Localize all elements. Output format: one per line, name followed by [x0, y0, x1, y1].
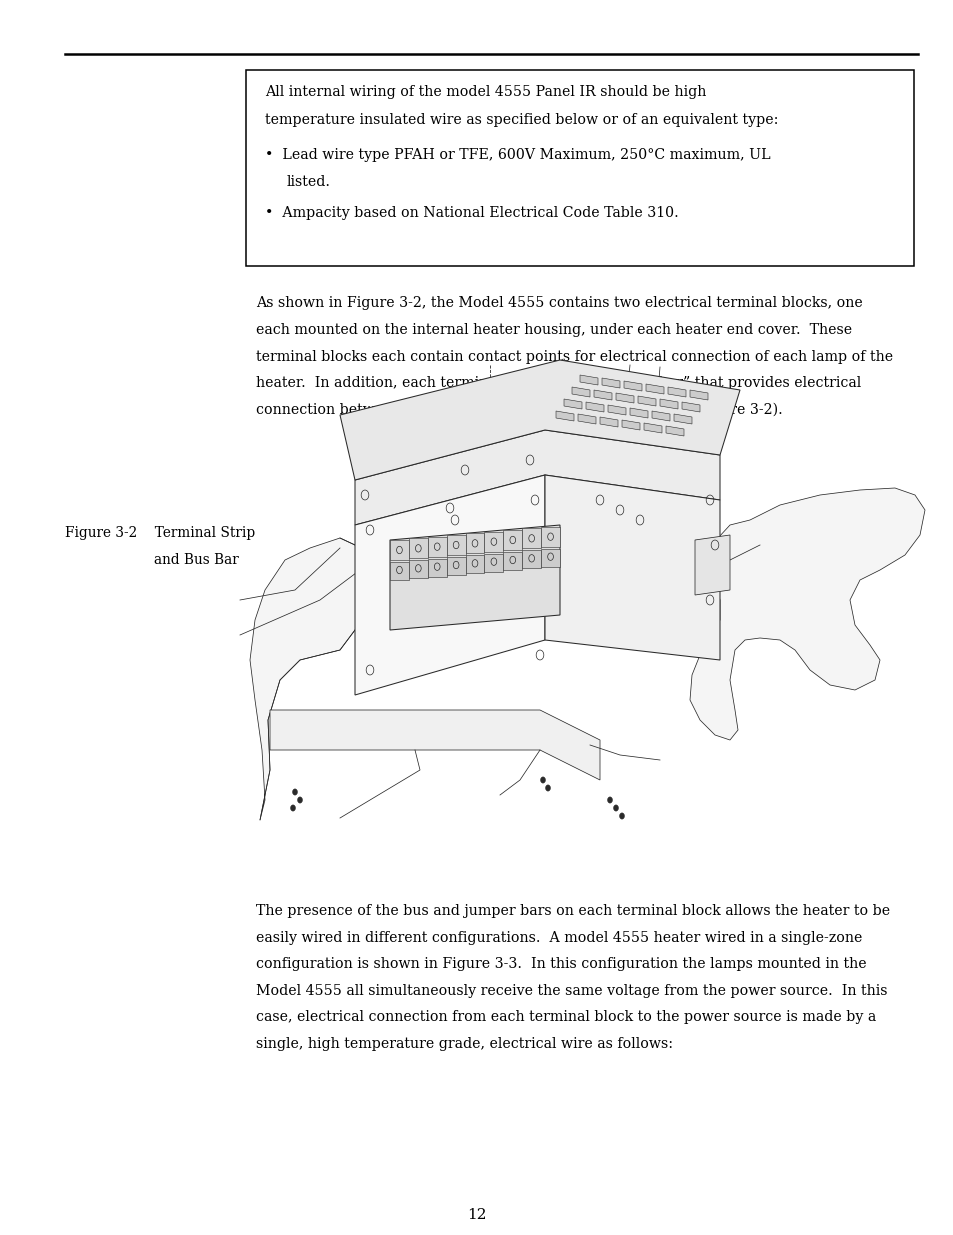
Polygon shape	[667, 387, 685, 396]
Polygon shape	[638, 396, 656, 406]
Circle shape	[297, 797, 302, 803]
Polygon shape	[427, 537, 446, 557]
Polygon shape	[695, 535, 729, 595]
Circle shape	[607, 797, 612, 803]
Polygon shape	[484, 553, 503, 572]
Polygon shape	[599, 417, 618, 427]
Polygon shape	[409, 561, 427, 578]
Polygon shape	[270, 710, 599, 781]
Text: Figure 3-2    Terminal Strip: Figure 3-2 Terminal Strip	[65, 526, 254, 540]
Polygon shape	[540, 548, 559, 567]
Polygon shape	[446, 557, 465, 576]
Circle shape	[618, 813, 623, 819]
Polygon shape	[521, 551, 540, 568]
Circle shape	[545, 785, 550, 792]
Polygon shape	[556, 411, 574, 421]
Polygon shape	[681, 403, 700, 412]
Circle shape	[540, 777, 545, 783]
Polygon shape	[465, 534, 484, 553]
Polygon shape	[390, 562, 409, 580]
Text: configuration is shown in Figure 3-3.  In this configuration the lamps mounted i: configuration is shown in Figure 3-3. In…	[255, 957, 865, 971]
Polygon shape	[579, 375, 598, 385]
Circle shape	[293, 789, 297, 795]
Text: single, high temperature grade, electrical wire as follows:: single, high temperature grade, electric…	[255, 1037, 672, 1051]
Polygon shape	[427, 558, 446, 577]
Polygon shape	[563, 399, 581, 409]
Polygon shape	[578, 414, 596, 424]
Text: •  Ampacity based on National Electrical Code Table 310.: • Ampacity based on National Electrical …	[265, 206, 679, 220]
Polygon shape	[594, 390, 612, 400]
Polygon shape	[585, 403, 603, 412]
Text: easily wired in different configurations.  A model 4555 heater wired in a single: easily wired in different configurations…	[255, 931, 862, 945]
Text: each mounted on the internal heater housing, under each heater end cover.  These: each mounted on the internal heater hous…	[255, 324, 851, 337]
Polygon shape	[689, 488, 924, 740]
Polygon shape	[643, 424, 661, 433]
Polygon shape	[621, 420, 639, 430]
Polygon shape	[645, 384, 663, 394]
Text: connection between all contact points on the terminal block (Figure 3-2).: connection between all contact points on…	[255, 403, 781, 417]
Polygon shape	[659, 399, 678, 409]
Polygon shape	[390, 540, 409, 559]
Polygon shape	[355, 430, 720, 525]
Text: Model 4555 all simultaneously receive the same voltage from the power source.  I: Model 4555 all simultaneously receive th…	[255, 983, 886, 998]
Circle shape	[291, 805, 295, 811]
FancyBboxPatch shape	[246, 70, 913, 266]
Polygon shape	[540, 526, 559, 547]
Polygon shape	[484, 531, 503, 552]
Polygon shape	[409, 538, 427, 558]
Text: listed.: listed.	[286, 175, 330, 189]
Polygon shape	[629, 408, 647, 417]
Polygon shape	[607, 405, 625, 415]
Polygon shape	[623, 382, 641, 391]
Text: temperature insulated wire as specified below or of an equivalent type:: temperature insulated wire as specified …	[265, 114, 778, 127]
Text: and Bus Bar: and Bus Bar	[153, 553, 238, 567]
Text: •  Lead wire type PFAH or TFE, 600V Maximum, 250°C maximum, UL: • Lead wire type PFAH or TFE, 600V Maxim…	[265, 148, 770, 162]
Text: case, electrical connection from each terminal block to the power source is made: case, electrical connection from each te…	[255, 1010, 875, 1024]
Polygon shape	[665, 426, 683, 436]
Text: All internal wiring of the model 4555 Panel IR should be high: All internal wiring of the model 4555 Pa…	[265, 85, 706, 99]
Circle shape	[613, 805, 618, 811]
Polygon shape	[673, 414, 691, 424]
Polygon shape	[544, 475, 720, 659]
Polygon shape	[601, 378, 619, 388]
Polygon shape	[250, 538, 375, 820]
Polygon shape	[572, 387, 589, 396]
Text: The presence of the bus and jumper bars on each terminal block allows the heater: The presence of the bus and jumper bars …	[255, 904, 889, 918]
Text: terminal blocks each contain contact points for electrical connection of each la: terminal blocks each contain contact poi…	[255, 350, 892, 363]
Polygon shape	[503, 552, 521, 571]
Polygon shape	[390, 525, 559, 630]
Text: 12: 12	[467, 1208, 486, 1221]
Text: heater.  In addition, each terminal strip contains a “bus bar” that provides ele: heater. In addition, each terminal strip…	[255, 375, 860, 390]
Text: As shown in Figure 3-2, the Model 4555 contains two electrical terminal blocks, : As shown in Figure 3-2, the Model 4555 c…	[255, 296, 862, 310]
Polygon shape	[339, 359, 740, 480]
Polygon shape	[503, 530, 521, 550]
Polygon shape	[651, 411, 669, 421]
Polygon shape	[689, 390, 707, 400]
Polygon shape	[465, 556, 484, 573]
Polygon shape	[355, 475, 544, 695]
Polygon shape	[521, 529, 540, 548]
Polygon shape	[616, 393, 634, 403]
Polygon shape	[446, 535, 465, 555]
